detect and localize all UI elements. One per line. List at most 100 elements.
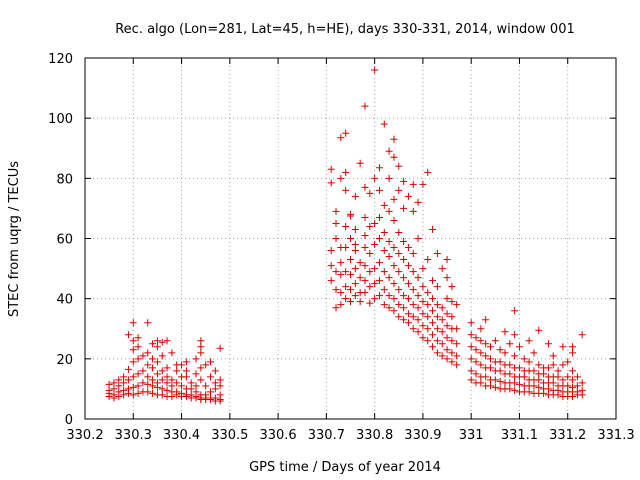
data-point-plus	[182, 367, 190, 375]
data-point-plus	[149, 376, 157, 384]
data-point-plus	[472, 334, 480, 342]
data-point-plus	[443, 355, 451, 363]
data-point-plus	[390, 195, 398, 203]
data-point-plus	[153, 358, 161, 366]
x-tick-label: 331.3	[597, 428, 634, 443]
data-point-plus	[511, 307, 519, 315]
data-point-plus	[124, 385, 132, 393]
data-point-plus	[549, 352, 557, 360]
data-point-plus	[105, 380, 113, 388]
data-point-plus	[544, 364, 552, 372]
data-point-plus	[448, 298, 456, 306]
data-point-plus	[409, 301, 417, 309]
data-point-plus	[178, 382, 186, 390]
data-point-plus	[540, 370, 548, 378]
data-point-plus	[467, 367, 475, 375]
data-point-plus	[361, 231, 369, 239]
data-point-plus	[371, 241, 379, 249]
data-point-plus	[569, 349, 577, 357]
data-point-plus	[491, 383, 499, 391]
data-point-plus	[395, 228, 403, 236]
data-point-plus	[134, 334, 142, 342]
data-point-plus	[158, 338, 166, 346]
data-point-plus	[477, 361, 485, 369]
data-point-plus	[371, 174, 379, 182]
data-point-plus	[390, 153, 398, 161]
data-point-plus	[443, 346, 451, 354]
data-point-plus	[342, 268, 350, 276]
data-point-plus	[554, 367, 562, 375]
data-point-plus	[404, 295, 412, 303]
chart-title: Rec. algo (Lon=281, Lat=45, h=HE), days …	[115, 22, 575, 37]
data-point-plus	[472, 346, 480, 354]
data-point-plus	[347, 286, 354, 294]
data-point-plus	[149, 389, 157, 397]
data-point-plus	[501, 349, 509, 357]
data-point-plus	[573, 382, 581, 390]
data-point-plus	[129, 319, 137, 327]
data-point-plus	[467, 343, 475, 351]
data-point-plus	[467, 355, 475, 363]
data-point-plus	[202, 391, 210, 399]
data-point-plus	[569, 383, 577, 391]
data-point-plus	[163, 379, 171, 387]
data-point-plus	[554, 373, 562, 381]
y-tick-label: 20	[56, 353, 73, 368]
data-point-plus	[390, 280, 398, 288]
data-point-plus	[197, 349, 205, 357]
data-point-plus	[506, 340, 514, 348]
data-point-plus	[433, 313, 441, 321]
data-point-plus	[342, 244, 350, 252]
data-point-plus	[453, 340, 461, 348]
data-point-plus	[351, 265, 359, 273]
x-tick-label: 330.4	[163, 428, 200, 443]
data-point-plus	[380, 120, 388, 128]
data-point-plus	[342, 186, 350, 194]
data-point-plus	[390, 216, 398, 224]
data-point-plus	[525, 358, 533, 366]
data-point-plus	[337, 259, 345, 267]
data-point-plus	[564, 382, 572, 390]
y-axis-label: STEC from uqrg / TECUs	[7, 161, 22, 317]
data-point-plus	[187, 385, 195, 393]
data-point-plus	[429, 319, 437, 327]
data-point-plus	[424, 337, 432, 345]
data-point-plus	[361, 262, 369, 270]
data-point-plus	[424, 325, 432, 333]
data-point-plus	[120, 373, 128, 381]
data-point-plus	[197, 343, 205, 351]
data-point-plus	[207, 358, 215, 366]
data-point-plus	[395, 313, 403, 321]
data-point-plus	[448, 349, 456, 357]
data-point-plus	[168, 376, 176, 384]
data-point-plus	[482, 373, 490, 381]
data-point-plus	[351, 292, 359, 300]
data-point-plus	[129, 358, 137, 366]
data-point-plus	[385, 304, 393, 312]
data-point-plus	[429, 295, 437, 303]
data-point-plus	[404, 244, 412, 252]
data-point-plus	[124, 376, 132, 384]
data-point-plus	[110, 379, 118, 387]
data-point-plus	[366, 250, 374, 258]
data-point-plus	[477, 379, 485, 387]
x-tick-label: 331	[459, 428, 484, 443]
data-point-plus	[173, 367, 181, 375]
data-point-plus	[429, 277, 437, 285]
data-point-plus	[419, 322, 427, 330]
data-point-plus	[578, 331, 586, 339]
data-point-plus	[496, 358, 504, 366]
data-point-plus	[496, 367, 504, 375]
data-point-plus	[366, 189, 374, 197]
data-point-plus	[347, 271, 354, 279]
data-point-plus	[506, 370, 514, 378]
data-point-plus	[207, 373, 215, 381]
data-point-plus	[395, 250, 403, 258]
data-point-plus	[390, 244, 398, 252]
data-point-plus	[192, 382, 200, 390]
data-point-plus	[163, 364, 171, 372]
data-point-plus	[371, 219, 379, 227]
data-point-plus	[578, 379, 586, 387]
data-point-plus	[453, 352, 461, 360]
data-point-plus	[467, 319, 475, 327]
